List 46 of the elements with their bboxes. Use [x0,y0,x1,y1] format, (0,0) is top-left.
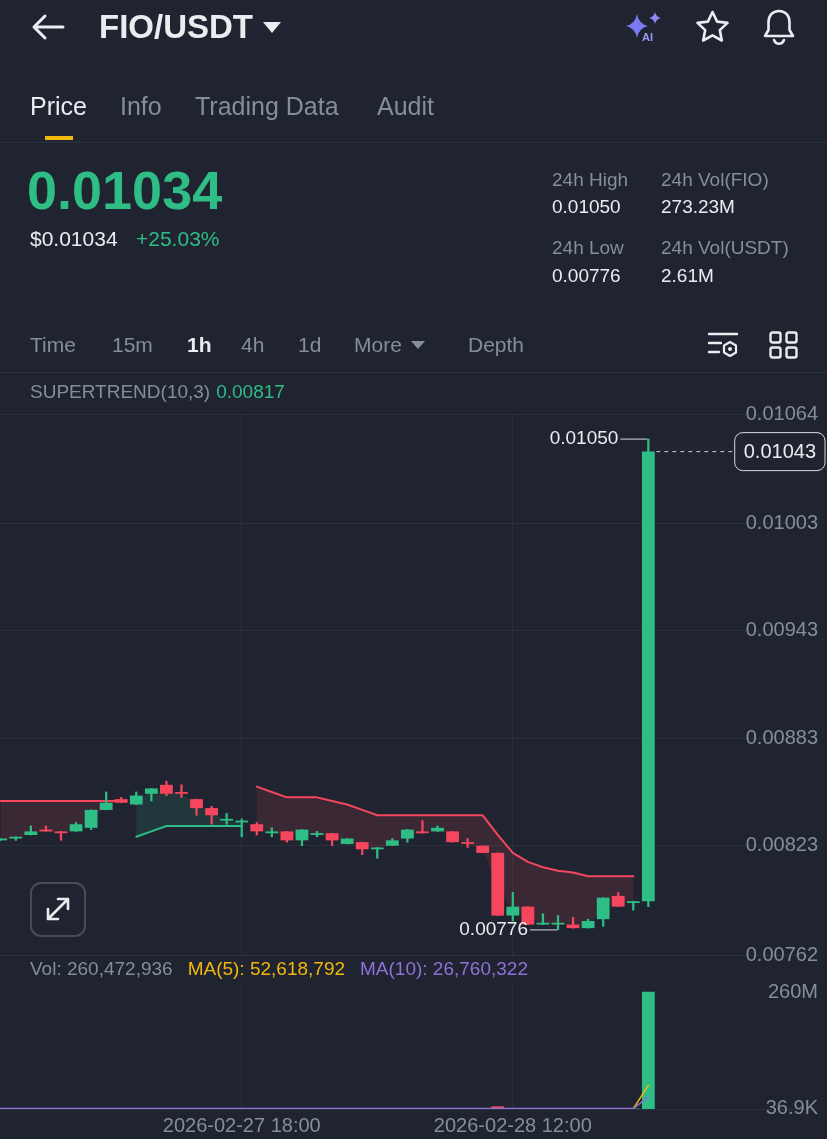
text: 24h Vol(FIO) [661,169,769,191]
x-tick-label: 2026-02-27 18:00 [162,1113,321,1136]
y-tick-label: 36.9K [765,1096,819,1119]
text: +25.03% [136,226,220,252]
text: Audit [377,91,434,121]
text: 2.61M [661,265,714,287]
text: MA(5): 52,618,792 [187,958,346,979]
text: FIO/USDT [99,8,253,46]
text: Vol: 260,472,936 [30,958,173,979]
y-tick-label: 0.01003 [745,510,818,533]
candlestick [461,838,475,848]
text: 24h Vol(USDT) [661,237,789,259]
bar [641,991,655,1109]
text: Info [120,91,162,121]
text: 15m [112,332,153,358]
y-tick-label: 260M [767,979,818,1002]
text: 24h High [552,169,629,191]
text: 0.01034 [27,158,223,221]
text: Time [30,332,76,358]
text: MA(10): 26,760,322 [360,958,528,979]
x-tick-label: 2026-02-28 12:00 [433,1113,592,1136]
y-tick-label: 0.00883 [745,725,818,748]
text: Trading Data [195,91,339,121]
text: Depth [468,332,525,358]
text: 0.00776 [552,265,621,287]
annotation: 0.00776 [459,918,528,940]
text: 24h Low [552,237,624,259]
text: SUPERTREND(10,3) [30,381,211,402]
candlestick [175,784,188,798]
text: 0.00817 [216,381,285,402]
y-tick-label: 0.01064 [745,401,818,424]
y-tick-label: 0.00762 [745,942,818,965]
y-tick-label: 0.00823 [745,833,818,856]
text: Price [30,91,87,121]
text: AI [642,30,653,44]
text: More [354,332,402,358]
candlestick [416,820,429,834]
annotation: 0.01050 [549,427,619,449]
ref-line-label: 0.01043 [743,440,816,463]
text: $0.01034 [30,226,118,252]
text: 4h [241,332,265,358]
text: 1d [298,332,322,358]
text: 273.23M [661,196,735,218]
y-tick-label: 0.00943 [745,618,818,641]
text: 0.01050 [552,196,621,218]
text: 1h [187,332,212,358]
